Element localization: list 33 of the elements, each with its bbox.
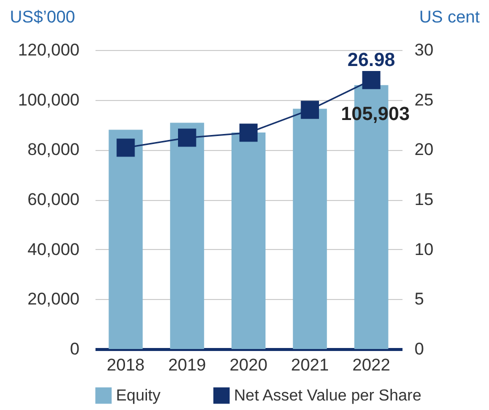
y-tick-label: 0 bbox=[70, 340, 80, 358]
point bbox=[239, 124, 258, 142]
x-tick-label: 2020 bbox=[230, 356, 268, 374]
y2-tick-label: 30 bbox=[414, 40, 434, 60]
point bbox=[362, 71, 380, 90]
y2-tick-label: 5 bbox=[414, 290, 424, 309]
legend-label: Equity bbox=[116, 388, 160, 405]
x-tick-label: 2022 bbox=[352, 356, 390, 374]
y2-tick-label: 15 bbox=[414, 190, 434, 209]
point bbox=[116, 138, 135, 157]
bar bbox=[108, 130, 143, 349]
y-tick-label: 120,000 bbox=[18, 40, 80, 60]
y-tick-label: 60,000 bbox=[28, 190, 80, 209]
y2-tick-label: 10 bbox=[414, 240, 434, 259]
bar bbox=[292, 108, 327, 349]
legend-label: Net Asset Value per Share bbox=[234, 388, 422, 405]
point bbox=[178, 128, 196, 147]
bar bbox=[170, 122, 204, 349]
y-tick-label: 80,000 bbox=[28, 140, 80, 160]
x-tick-label: 2018 bbox=[106, 356, 145, 374]
y2-axis-title: US cent bbox=[419, 8, 480, 26]
y-tick-label: 20,000 bbox=[28, 290, 80, 309]
bar bbox=[232, 132, 266, 349]
point bbox=[300, 100, 319, 119]
y-tick-label: 40,000 bbox=[28, 240, 80, 259]
y-axis-title: US$’000 bbox=[10, 8, 76, 26]
y2-tick-label: 20 bbox=[414, 140, 434, 160]
x-tick-label: 2021 bbox=[290, 356, 329, 374]
y2-tick-label: 0 bbox=[414, 340, 424, 358]
x-tick-label: 2019 bbox=[168, 356, 206, 374]
data-label: 26.98 bbox=[348, 50, 396, 72]
y-tick-label: 100,000 bbox=[18, 90, 80, 110]
y2-tick-label: 25 bbox=[414, 90, 434, 110]
